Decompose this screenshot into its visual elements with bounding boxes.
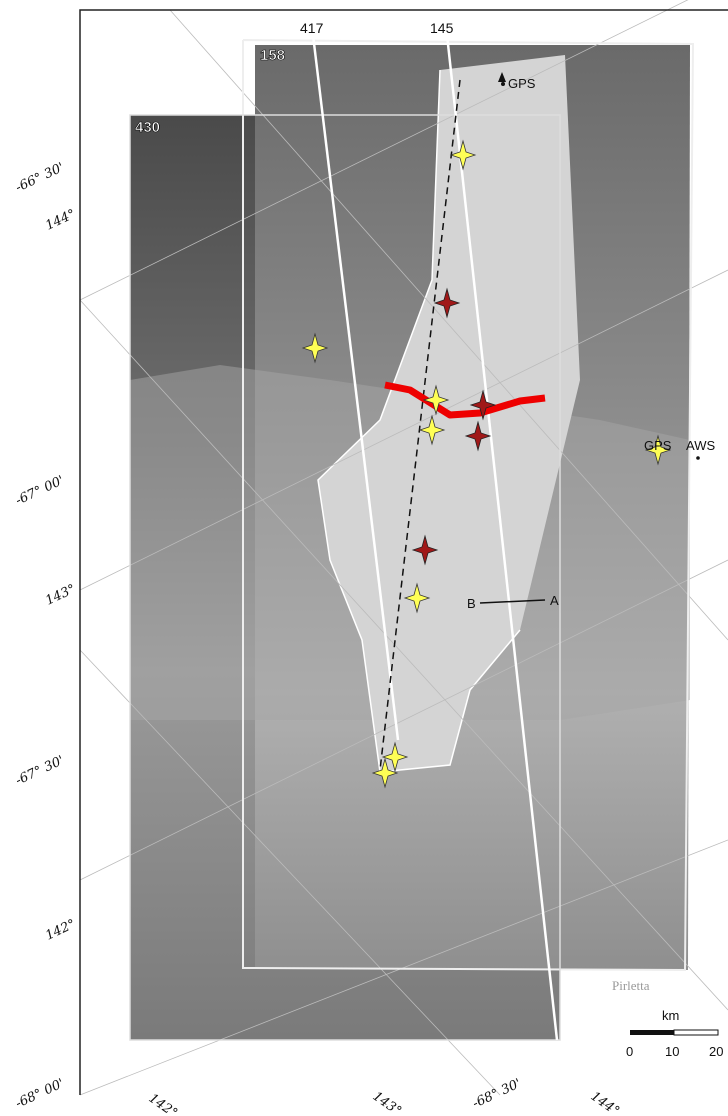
scale-segment	[630, 1030, 674, 1035]
lat-label: -68° 00'	[13, 1076, 66, 1111]
lon-label: 142°	[43, 917, 78, 944]
gps-north-marker	[501, 82, 505, 86]
scale-tick: 20	[709, 1044, 723, 1059]
profile-start: B	[467, 596, 476, 611]
scale-tick: 10	[665, 1044, 679, 1059]
scene-label: 158	[260, 47, 285, 64]
profile-end: A	[550, 593, 559, 608]
aws-marker	[696, 456, 700, 460]
lon-label: 143°	[43, 582, 78, 609]
lat-label: -66° 30'	[13, 160, 66, 195]
lat-label: -67° 30'	[13, 753, 66, 788]
lon-label: 144°	[588, 1089, 622, 1116]
lon-label: 143°	[370, 1089, 404, 1116]
lat-label: -67° 00'	[13, 473, 66, 508]
watermark: Pirletta	[612, 978, 650, 993]
scale-unit: km	[662, 1008, 679, 1023]
map: B A GPS GPS AWS 417 145 158 430 -66° 30'…	[0, 0, 728, 1116]
aws-label: AWS	[686, 438, 715, 453]
track-label: 145	[430, 20, 454, 36]
scale-tick: 0	[626, 1044, 633, 1059]
scale-segment	[674, 1030, 718, 1035]
lon-label: 144°	[43, 207, 78, 234]
scale-bar: km 0 10 20	[626, 1008, 723, 1059]
track-label: 417	[300, 20, 324, 36]
gps-north-label: GPS	[508, 76, 536, 91]
page: B A GPS GPS AWS 417 145 158 430 -66° 30'…	[0, 0, 728, 1116]
lat-label: -68° 30'	[470, 1076, 523, 1111]
scene-label: 430	[135, 119, 160, 136]
lon-label: 142°	[146, 1091, 180, 1116]
gps-east-label: GPS	[644, 438, 672, 453]
